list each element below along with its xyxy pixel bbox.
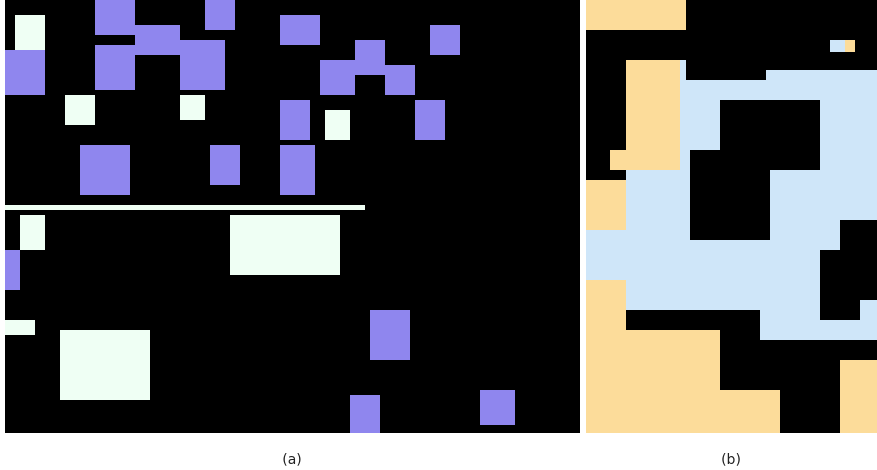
region: [210, 145, 240, 185]
region: [700, 390, 780, 433]
region: [415, 100, 445, 140]
region: [65, 95, 95, 125]
region: [325, 110, 350, 140]
region: [15, 15, 45, 50]
region: [135, 25, 180, 55]
panel-b-image: [586, 0, 877, 433]
region: [5, 50, 45, 95]
region: [205, 0, 235, 30]
region: [586, 30, 626, 150]
region: [230, 215, 340, 275]
region: [60, 330, 150, 400]
region: [586, 0, 686, 30]
region: [320, 60, 355, 95]
region: [280, 100, 310, 140]
region: [820, 250, 860, 320]
panel-a-image: [5, 0, 580, 433]
region: [355, 40, 385, 75]
region: [280, 15, 320, 45]
region: [5, 205, 365, 210]
region: [280, 145, 315, 195]
figure: (a) (b): [0, 0, 877, 470]
caption: (b): [721, 452, 741, 468]
region: [80, 145, 130, 195]
region: [95, 45, 135, 90]
region: [480, 390, 515, 425]
region: [180, 95, 205, 120]
region: [586, 230, 636, 280]
region: [430, 25, 460, 55]
region: [5, 320, 35, 335]
region: [95, 0, 135, 35]
region: [350, 395, 380, 433]
region: [20, 215, 45, 250]
region: [385, 65, 415, 95]
region: [5, 250, 20, 290]
region: [720, 100, 820, 170]
region: [586, 180, 626, 230]
region: [370, 310, 410, 360]
region: [840, 360, 877, 433]
caption: (a): [282, 452, 302, 468]
region: [845, 40, 855, 52]
region: [180, 40, 225, 90]
